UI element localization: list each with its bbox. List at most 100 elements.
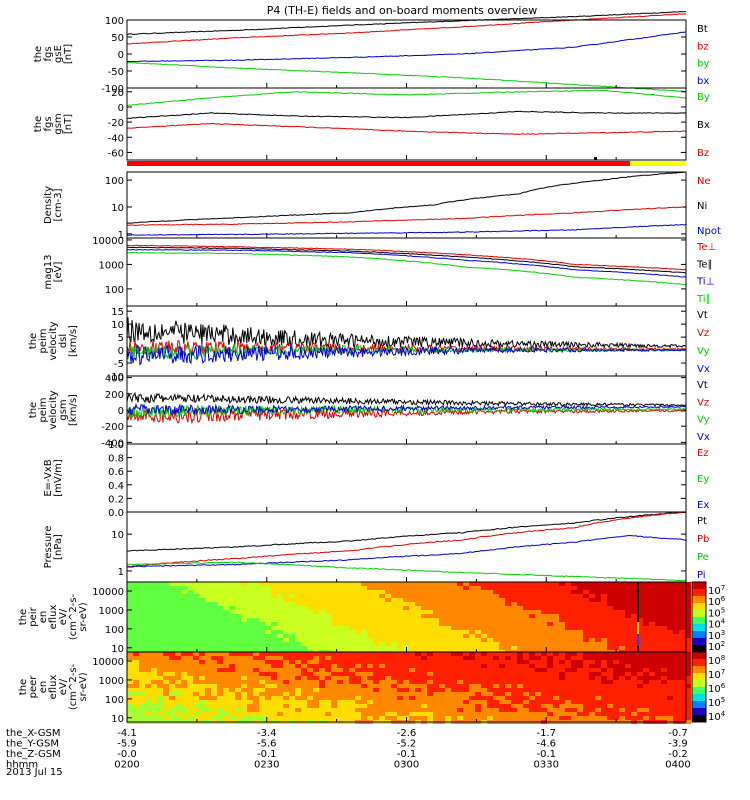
spectrogram-cell — [445, 712, 451, 716]
spectrogram-cell — [337, 642, 343, 646]
spectrogram-cell — [649, 614, 655, 618]
spectrogram-cell — [391, 638, 397, 642]
spectrogram-cell — [505, 598, 511, 602]
spectrogram-cell — [289, 688, 295, 692]
spectrogram-cell — [307, 656, 313, 660]
spectrogram-cell — [157, 646, 163, 650]
spectrogram-cell — [571, 606, 577, 610]
spectrogram-cell — [211, 712, 217, 716]
spectrogram-cell — [205, 708, 211, 712]
colorbar-segment — [692, 673, 706, 681]
y-tick-label: 50 — [111, 33, 124, 44]
spectrogram-cell — [511, 630, 517, 634]
spectrogram-cell — [361, 586, 367, 590]
spectrogram-cell — [181, 638, 187, 642]
spectrogram-cell — [493, 646, 499, 650]
series-Vz — [126, 407, 687, 425]
spectrogram-cell — [235, 642, 241, 646]
spectrogram-cell — [289, 630, 295, 634]
spectrogram-cell — [301, 656, 307, 660]
spectrogram-cell — [643, 630, 649, 634]
spectrogram-cell — [565, 652, 571, 656]
spectrogram-cell — [271, 642, 277, 646]
spectrogram-cell — [469, 712, 475, 716]
spectrogram-cell — [253, 638, 259, 642]
spectrogram-cell — [361, 618, 367, 622]
spectrogram-cell — [373, 712, 379, 716]
spectrogram-cell — [523, 684, 529, 688]
spectrogram-cell — [187, 646, 193, 650]
spectrogram-cell — [685, 638, 691, 642]
spectrogram-cell — [331, 696, 337, 700]
x-row-label: hhmm — [6, 760, 38, 771]
spectrogram-cell — [433, 590, 439, 594]
spectrogram-cell — [457, 630, 463, 634]
spectrogram-cell — [679, 716, 685, 720]
colorbar-tick-label: 104 — [708, 710, 726, 723]
spectrogram-cell — [253, 606, 259, 610]
spectrogram-cell — [325, 606, 331, 610]
spectrogram-cell — [475, 594, 481, 598]
spectrogram-cell — [589, 708, 595, 712]
spectrogram-cell — [649, 676, 655, 680]
spectrogram-cell — [199, 704, 205, 708]
spectrogram-cell — [295, 594, 301, 598]
spectrogram-cell — [331, 652, 337, 656]
spectrogram-cell — [493, 642, 499, 646]
spectrogram-cell — [379, 638, 385, 642]
spectrogram-cell — [619, 634, 625, 638]
spectrogram-cell — [325, 652, 331, 656]
spectrogram-cell — [433, 630, 439, 634]
spectrogram-cell — [409, 606, 415, 610]
spectrogram-cell — [427, 684, 433, 688]
spectrogram-cell — [205, 676, 211, 680]
spectrogram-cell — [457, 622, 463, 626]
spectrogram-cell — [313, 676, 319, 680]
spectrogram-cell — [673, 692, 679, 696]
spectrogram-cell — [139, 622, 145, 626]
spectrogram-cell — [529, 582, 535, 586]
spectrogram-cell — [241, 704, 247, 708]
spectrogram-cell — [553, 582, 559, 586]
spectrogram-cell — [247, 664, 253, 668]
spectrogram-cell — [685, 646, 691, 650]
spectrogram-cell — [169, 638, 175, 642]
spectrogram-cell — [499, 626, 505, 630]
x-tick-label: -0.0 — [117, 749, 137, 760]
spectrogram-cell — [451, 594, 457, 598]
spectrogram-cell — [313, 598, 319, 602]
spectrogram-cell — [355, 626, 361, 630]
spectrogram-cell — [559, 594, 565, 598]
spectrogram-cell — [175, 688, 181, 692]
spectrogram-cell — [637, 634, 643, 638]
spectrogram-cell — [631, 656, 637, 660]
spectrogram-cell — [205, 638, 211, 642]
spectrogram-cell — [517, 642, 523, 646]
spectrogram-cell — [151, 684, 157, 688]
spectrogram-cell — [301, 626, 307, 630]
spectrogram-cell — [175, 700, 181, 704]
spectrogram-cell — [625, 646, 631, 650]
spectrogram-cell — [595, 606, 601, 610]
spectrogram-cell — [397, 602, 403, 606]
spectrogram-cell — [379, 646, 385, 650]
spectrogram-cell — [145, 700, 151, 704]
spectrogram-cell — [535, 614, 541, 618]
spectrogram-cell — [601, 638, 607, 642]
spectrogram-cell — [277, 692, 283, 696]
spectrogram-cell — [349, 684, 355, 688]
spectrogram-cell — [313, 586, 319, 590]
spectrogram-cell — [151, 700, 157, 704]
spectrogram-cell — [487, 672, 493, 676]
spectrogram-cell — [319, 712, 325, 716]
spectrogram-cell — [577, 668, 583, 672]
spectrogram-cell — [259, 692, 265, 696]
spectrogram-cell — [313, 656, 319, 660]
spectrogram-cell — [409, 704, 415, 708]
spectrogram-cell — [577, 680, 583, 684]
y-tick-label: 100 — [105, 285, 124, 296]
spectrogram-cell — [379, 630, 385, 634]
spectrogram-cell — [619, 586, 625, 590]
spectrogram-cell — [481, 598, 487, 602]
